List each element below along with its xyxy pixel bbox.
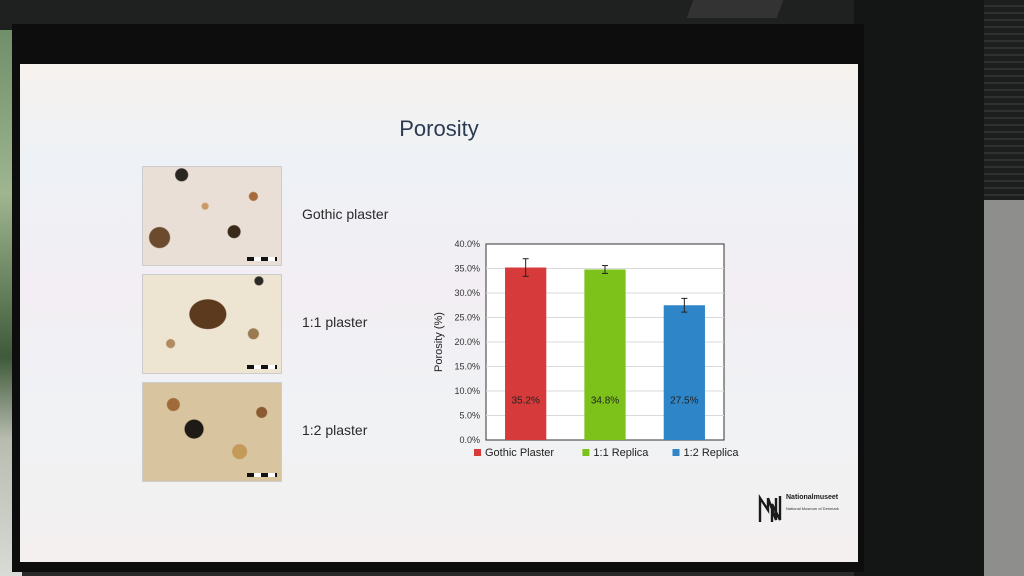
sample-photo-1-2 xyxy=(142,382,282,482)
data-label: 35.2% xyxy=(511,395,539,406)
y-tick-label: 10.0% xyxy=(454,386,480,396)
y-axis-label: Porosity (%) xyxy=(433,312,445,372)
legend-swatch xyxy=(582,449,590,456)
y-tick-label: 40.0% xyxy=(454,239,480,249)
data-label: 34.8% xyxy=(591,395,619,406)
wall-vent xyxy=(984,0,1024,200)
bar xyxy=(505,267,547,440)
chart-svg: 0.0% 5.0% 10.0% 15.0% 20.0% 25.0% 30.0% 35.0% 40… xyxy=(433,239,740,459)
scale-bar xyxy=(247,257,277,261)
sample-photo-1-1 xyxy=(142,274,282,374)
y-tick-label: 25.0% xyxy=(454,313,480,323)
legend-label: 1:1 Replica xyxy=(593,447,649,459)
porosity-chart: 0.0% 5.0% 10.0% 15.0% 20.0% 25.0% 30.0% 35.0% 40… xyxy=(420,236,760,466)
museum-logo-icon xyxy=(758,494,782,522)
y-tick-label: 5.0% xyxy=(459,411,480,421)
sample-photo-gothic xyxy=(142,166,282,266)
slide: Porosity Gothic plaster 1:1 plaster 1:2 … xyxy=(20,64,858,562)
legend-swatch xyxy=(474,449,481,456)
bar xyxy=(663,305,705,440)
ceiling-lamp xyxy=(686,0,784,18)
logo-subtitle: National Museum of Denmark xyxy=(786,506,839,511)
legend-label: Gothic Plaster xyxy=(485,447,554,459)
slide-title: Porosity xyxy=(399,116,479,141)
scale-bar xyxy=(247,365,277,369)
y-tick-label: 20.0% xyxy=(454,337,480,347)
y-tick-label: 0.0% xyxy=(459,435,480,445)
logo-name: Nationalmuseet xyxy=(786,494,839,501)
data-label: 27.5% xyxy=(670,395,698,406)
legend-label: 1:2 Replica xyxy=(684,447,740,459)
museum-logo: Nationalmuseet National Museum of Denmar… xyxy=(758,494,848,528)
wall-pillar xyxy=(984,200,1024,576)
y-tick-label: 15.0% xyxy=(454,362,480,372)
legend-swatch xyxy=(672,449,680,456)
sample-label-gothic: Gothic plaster xyxy=(302,206,389,222)
scale-bar xyxy=(247,473,277,477)
room-wall xyxy=(854,0,1024,576)
sample-label-1-1: 1:1 plaster xyxy=(302,314,368,330)
y-tick-label: 30.0% xyxy=(454,288,480,298)
sample-label-1-2: 1:2 plaster xyxy=(302,422,368,438)
y-tick-label: 35.0% xyxy=(454,264,480,274)
bar xyxy=(584,269,626,440)
